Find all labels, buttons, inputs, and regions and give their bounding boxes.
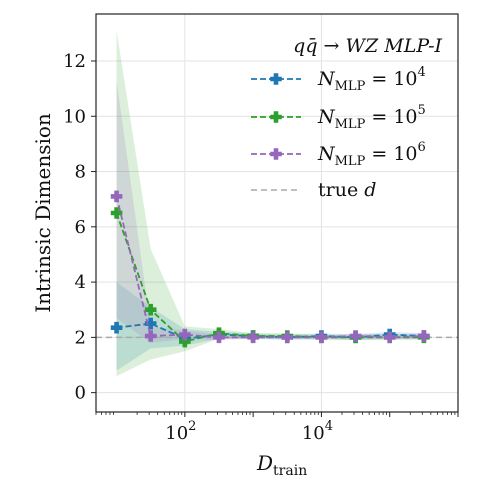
data-point <box>110 321 123 334</box>
x-axis-label: Dtrain <box>256 451 307 479</box>
y-axis-label: Intrinsic Dimension <box>31 113 55 313</box>
error-band <box>116 30 424 377</box>
legend-label: NMLP = 104 <box>317 65 426 94</box>
data-point <box>315 331 328 344</box>
x-axis-label-main: D <box>256 451 273 475</box>
data-point <box>213 331 225 344</box>
y-tick-label: 4 <box>75 272 86 293</box>
data-point <box>179 328 191 341</box>
error-band <box>116 282 424 371</box>
plot-frame <box>95 13 459 413</box>
legend-marker <box>270 111 282 123</box>
legend: qq̄ → WZ MLP-I NMLP = 104 NMLP = 105 NMLP … <box>251 35 442 201</box>
y-tick-label: 6 <box>75 217 86 238</box>
data-point <box>418 330 430 342</box>
legend-label: NMLP = 105 <box>317 103 426 132</box>
legend-title: qq̄ → WZ MLP-I <box>293 35 442 57</box>
series <box>110 190 430 344</box>
error-bands <box>116 30 424 377</box>
data-point <box>281 331 294 344</box>
data-point <box>144 317 157 330</box>
x-tick-label: 104 <box>302 419 333 444</box>
data-point <box>144 330 157 342</box>
y-tick-label: 12 <box>63 51 86 72</box>
y-tick-label: 10 <box>63 106 86 127</box>
legend-label: NMLP = 106 <box>317 140 426 169</box>
data-point <box>110 190 123 203</box>
series-line <box>115 196 424 339</box>
y-tick-label: 2 <box>75 327 86 348</box>
x-tick-label: 102 <box>165 419 196 444</box>
legend-marker <box>270 73 282 85</box>
series-lines <box>110 190 430 348</box>
data-point <box>144 303 157 316</box>
data-point <box>349 330 362 342</box>
axis-ticks: 0 2 4 6 8 10 12 102 104 <box>63 51 459 444</box>
y-tick-label: 8 <box>75 162 86 183</box>
legend-marker <box>270 148 282 160</box>
legend-label: true d <box>318 179 376 201</box>
data-point <box>110 207 123 219</box>
data-point <box>383 331 396 344</box>
y-tick-label: 0 <box>75 383 86 404</box>
x-axis-label-sub: train <box>273 463 307 479</box>
error-band <box>116 80 424 343</box>
data-point <box>247 331 259 344</box>
